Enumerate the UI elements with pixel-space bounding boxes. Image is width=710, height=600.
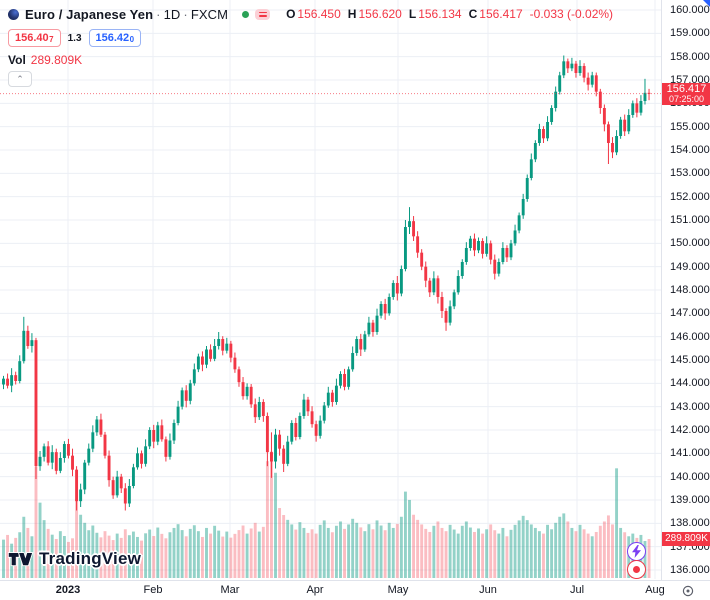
spread-value: 1.3 [67,32,82,44]
price-tick-label: 158.000 [670,50,710,63]
price-tick-label: 144.000 [670,377,710,390]
vol-label: Vol [8,53,26,67]
record-button[interactable] [627,560,646,579]
time-tick-label: Apr [306,584,324,596]
high-letter: H [347,7,357,21]
price-tick-label: 154.000 [670,143,710,156]
chevron-up-icon: ⌃ [16,73,24,84]
sell-button[interactable]: 156.40 7 [8,29,61,47]
price-tick-label: 150.000 [670,237,710,250]
lightning-icon [632,545,641,558]
price-tick-label: 142.000 [670,423,710,436]
time-tick-label: Mar [220,584,240,596]
price-tick-label: 160.000 [670,4,710,16]
time-tick-label: Feb [143,584,163,596]
bar-countdown: 07:25:00 [668,93,705,104]
pink-equals-toggle[interactable] [255,8,271,20]
buy-price: 156.42 [95,32,130,44]
close-value: 156.417 [479,7,523,21]
price-tick-label: 141.000 [670,447,710,460]
price-tick-label: 148.000 [670,283,710,296]
time-axis[interactable]: 2023 Feb Mar Apr May Jun Jul Aug [0,580,710,600]
close-letter: C [468,7,478,21]
buy-button[interactable]: 156.42 0 [88,29,142,47]
separator-dot: · [183,6,188,22]
price-tick-label: 147.000 [670,307,710,320]
symbol-title[interactable]: Euro / Japanese Yen · 1D · FXCM [25,7,228,22]
price-tick-label: 151.000 [670,213,710,226]
collapse-legend-button[interactable]: ⌃ [8,71,32,87]
axis-settings-icon[interactable] [681,584,695,598]
time-tick-label: 2023 [55,584,81,596]
last-price-tag: 156.417 07:25:00 [662,82,710,105]
exchange-label: FXCM [190,6,229,22]
ohlc-readout: O 156.450 H 156.620 L 156.134 C 156.417 -0.0… [286,7,613,21]
change-value: -0.033 (-0.02%) [529,7,614,21]
price-tick-label: 138.000 [670,517,710,530]
price-tick-label: 146.000 [670,330,710,343]
open-value: 156.450 [297,7,341,21]
green-dot-toggle[interactable] [242,10,250,18]
symbol-name: Euro / Japanese Yen [25,6,154,22]
sell-price: 156.40 [15,32,49,44]
price-tick-label: 143.000 [670,400,710,413]
low-letter: L [408,7,417,21]
time-tick-label: Aug [645,584,665,596]
price-axis[interactable]: 156.417 07:25:00 289.809K 160.000 159.000… [661,0,710,580]
corner-marker [703,0,710,7]
time-tick-label: May [387,584,409,596]
price-tick-label: 145.000 [670,353,710,366]
price-tick-label: 149.000 [670,260,710,273]
price-tick-label: 139.000 [670,493,710,506]
price-tick-label: 152.000 [670,190,710,203]
symbol-logo-icon [8,8,19,20]
record-dot-icon [633,566,640,573]
buy-price-pip: 0 [129,35,135,44]
last-price-value: 156.417 [666,82,707,95]
price-tick-label: 155.000 [670,120,710,133]
interval-label: 1D [163,6,181,22]
price-tick-label: 153.000 [670,167,710,180]
chart-legend: Euro / Japanese Yen · 1D · FXCM O 156.450 H 15… [8,4,613,87]
price-tick-label: 136.000 [670,563,710,576]
volume-axis-tag: 289.809K [662,532,710,546]
high-value: 156.620 [358,7,402,21]
price-tick-label: 140.000 [670,470,710,483]
volume-readout: Vol 289.809K [8,53,613,67]
sell-price-pip: 7 [49,35,54,44]
vol-value: 289.809K [30,53,83,67]
time-tick-label: Jul [569,584,585,596]
separator-dot: · [156,6,161,22]
time-tick-label: Jun [479,584,497,596]
price-tick-label: 159.000 [670,27,710,40]
open-letter: O [286,7,296,21]
low-value: 156.134 [418,7,462,21]
boost-button[interactable] [627,542,646,561]
candlestick-chart[interactable] [0,0,661,579]
